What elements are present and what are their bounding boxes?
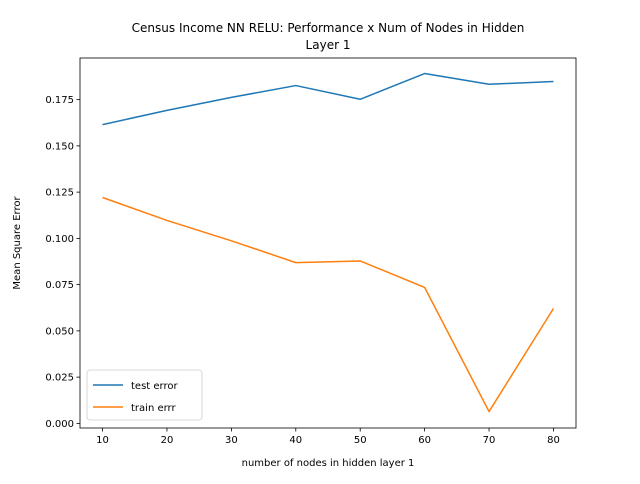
y-tick-label: 0.025 xyxy=(45,373,74,384)
legend: test error train errr xyxy=(87,370,202,420)
x-tick-label: 30 xyxy=(225,435,238,446)
legend-label-train-errr: train errr xyxy=(131,403,176,414)
x-axis-label: number of nodes in hidden layer 1 xyxy=(242,458,415,469)
x-tick-label: 60 xyxy=(418,435,431,446)
x-tick-label: 40 xyxy=(289,435,302,446)
x-tick-label: 20 xyxy=(161,435,174,446)
x-tick-label: 80 xyxy=(547,435,560,446)
legend-label-test-error: test error xyxy=(131,381,178,392)
y-tick-label: 0.150 xyxy=(45,141,74,152)
y-tick-label: 0.175 xyxy=(45,95,74,106)
x-tick-label: 50 xyxy=(354,435,367,446)
y-tick-label: 0.000 xyxy=(45,419,74,430)
x-tick-label: 10 xyxy=(96,435,109,446)
y-tick-label: 0.050 xyxy=(45,326,74,337)
y-tick-label: 0.125 xyxy=(45,188,74,199)
y-tick-label: 0.075 xyxy=(45,280,74,291)
chart-title-line-2: Layer 1 xyxy=(306,38,351,52)
y-axis-label: Mean Square Error xyxy=(12,196,23,290)
x-tick-label: 70 xyxy=(483,435,496,446)
chart-title-line-1: Census Income NN RELU: Performance x Num… xyxy=(132,21,525,35)
y-tick-label: 0.100 xyxy=(45,234,74,245)
